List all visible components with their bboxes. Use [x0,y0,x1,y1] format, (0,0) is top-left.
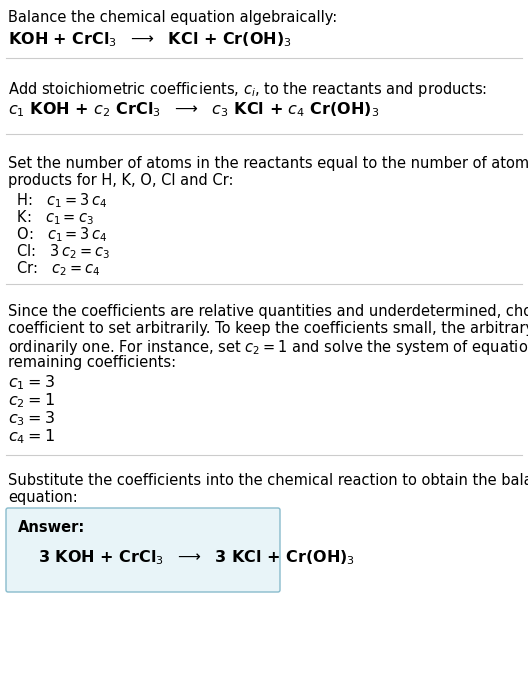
Text: products for H, K, O, Cl and Cr:: products for H, K, O, Cl and Cr: [8,173,233,188]
Text: remaining coefficients:: remaining coefficients: [8,355,176,370]
Text: KOH + CrCl$_3$  $\longrightarrow$  KCl + Cr(OH)$_3$: KOH + CrCl$_3$ $\longrightarrow$ KCl + C… [8,30,291,49]
Text: equation:: equation: [8,490,78,505]
Text: O:   $c_1 = 3\,c_4$: O: $c_1 = 3\,c_4$ [12,225,108,244]
Text: 3 KOH + CrCl$_3$  $\longrightarrow$  3 KCl + Cr(OH)$_3$: 3 KOH + CrCl$_3$ $\longrightarrow$ 3 KCl… [38,548,355,567]
Text: $c_2 = 1$: $c_2 = 1$ [8,391,55,410]
Text: $c_3 = 3$: $c_3 = 3$ [8,409,55,428]
Text: coefficient to set arbitrarily. To keep the coefficients small, the arbitrary va: coefficient to set arbitrarily. To keep … [8,321,528,336]
Text: Add stoichiometric coefficients, $c_i$, to the reactants and products:: Add stoichiometric coefficients, $c_i$, … [8,80,487,99]
Text: $c_1 = 3$: $c_1 = 3$ [8,373,55,392]
Text: Set the number of atoms in the reactants equal to the number of atoms in the: Set the number of atoms in the reactants… [8,156,528,171]
Text: Answer:: Answer: [18,520,85,535]
Text: H:   $c_1 = 3\,c_4$: H: $c_1 = 3\,c_4$ [12,191,107,210]
Text: K:   $c_1 = c_3$: K: $c_1 = c_3$ [12,208,94,226]
Text: Cl:   $3\,c_2 = c_3$: Cl: $3\,c_2 = c_3$ [12,242,110,261]
Text: Since the coefficients are relative quantities and underdetermined, choose a: Since the coefficients are relative quan… [8,304,528,319]
Text: Cr:   $c_2 = c_4$: Cr: $c_2 = c_4$ [12,259,101,278]
FancyBboxPatch shape [6,508,280,592]
Text: $c_1$ KOH + $c_2$ CrCl$_3$  $\longrightarrow$  $c_3$ KCl + $c_4$ Cr(OH)$_3$: $c_1$ KOH + $c_2$ CrCl$_3$ $\longrightar… [8,100,380,119]
Text: Balance the chemical equation algebraically:: Balance the chemical equation algebraica… [8,10,337,25]
Text: ordinarily one. For instance, set $c_2 = 1$ and solve the system of equations fo: ordinarily one. For instance, set $c_2 =… [8,338,528,357]
Text: $c_4 = 1$: $c_4 = 1$ [8,427,55,446]
Text: Substitute the coefficients into the chemical reaction to obtain the balanced: Substitute the coefficients into the che… [8,473,528,488]
